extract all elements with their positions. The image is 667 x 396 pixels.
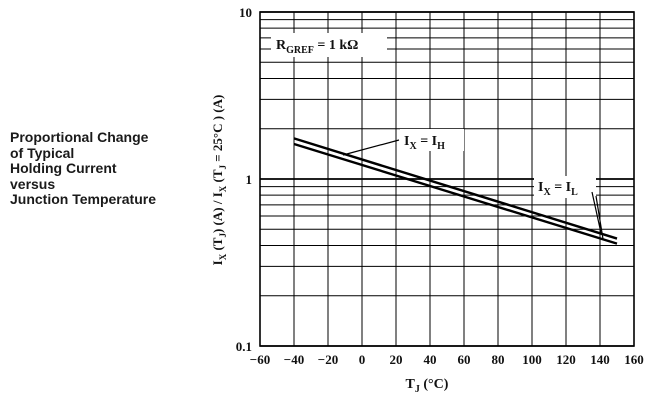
- x-tick-label: 120: [556, 352, 576, 367]
- side-title-line: Holding Current: [10, 160, 117, 176]
- series-line-ih: [293, 137, 618, 240]
- plot-frame: [259, 11, 635, 347]
- x-tick-label: 60: [458, 352, 471, 367]
- side-title-line: of Typical: [10, 144, 75, 161]
- series-line-il: [293, 142, 618, 245]
- leader-il-1: [591, 191, 602, 234]
- series-label-ih: IX = IH: [400, 129, 464, 152]
- y-axis-label: IX (TJ) (A) / IX (TJ = 25°C ) (A): [210, 95, 228, 266]
- leader-il-2: [595, 195, 604, 240]
- svg-text:RGREF = 1 kΩ: RGREF = 1 kΩ: [276, 38, 358, 56]
- rgref-r: R: [276, 38, 287, 53]
- x-tick-label: 20: [390, 352, 403, 367]
- x-tick-label: 80: [492, 352, 505, 367]
- rgref-annotation: RGREF = 1 kΩ: [271, 33, 387, 57]
- series-label-il: IX = IL: [534, 176, 596, 198]
- y-tick-label: 0.1: [236, 339, 252, 354]
- rgref-value: = 1 kΩ: [314, 38, 358, 53]
- y-tick-label: 10: [239, 5, 252, 20]
- side-title-line: Junction Temperature: [10, 191, 156, 207]
- side-title-line: versus: [10, 175, 56, 192]
- side-title-line: Proportional Change: [10, 129, 149, 145]
- series-lines: [293, 137, 618, 245]
- x-tick-labels: −60 −40 −20 0 20 40 60 80 100 120 140 160: [250, 352, 644, 367]
- side-title: Proportional Change of Typical Holding C…: [10, 129, 200, 208]
- x-tick-label: 0: [359, 352, 366, 367]
- grid: [259, 11, 635, 347]
- x-tick-label: 40: [424, 352, 437, 367]
- y-tick-label: 1: [246, 172, 253, 187]
- x-tick-label: −20: [318, 352, 338, 367]
- x-tick-label: −40: [284, 352, 304, 367]
- rgref-sub: GREF: [286, 45, 314, 56]
- x-tick-label: −60: [250, 352, 270, 367]
- x-axis-label: TJ (°C): [406, 377, 449, 395]
- y-tick-labels: 0.1 1 10: [236, 5, 252, 354]
- leader-ih: [342, 139, 400, 156]
- x-tick-label: 160: [624, 352, 644, 367]
- x-tick-label: 100: [522, 352, 542, 367]
- x-tick-label: 140: [590, 352, 610, 367]
